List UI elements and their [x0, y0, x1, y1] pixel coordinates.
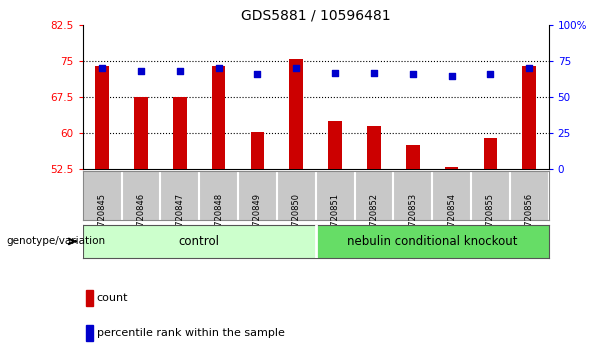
Point — [175, 68, 185, 74]
Bar — [173, 97, 186, 169]
Text: GSM1720855: GSM1720855 — [486, 193, 495, 249]
Bar — [212, 66, 226, 169]
Text: GSM1720846: GSM1720846 — [137, 193, 145, 249]
Bar — [289, 59, 303, 169]
Text: GSM1720852: GSM1720852 — [370, 193, 378, 249]
Text: GSM1720856: GSM1720856 — [525, 193, 534, 249]
Bar — [484, 138, 497, 169]
Point — [97, 65, 107, 71]
Bar — [86, 290, 93, 306]
Point — [369, 70, 379, 76]
Bar — [406, 145, 419, 169]
Bar — [522, 66, 536, 169]
Text: GSM1720848: GSM1720848 — [214, 193, 223, 249]
Text: GSM1720847: GSM1720847 — [175, 193, 185, 249]
Point — [330, 70, 340, 76]
Point — [408, 71, 417, 77]
Point — [136, 68, 146, 74]
Text: percentile rank within the sample: percentile rank within the sample — [97, 328, 284, 338]
Point — [214, 65, 224, 71]
Text: genotype/variation: genotype/variation — [6, 236, 105, 246]
Text: nebulin conditional knockout: nebulin conditional knockout — [347, 235, 517, 248]
Text: control: control — [179, 235, 219, 248]
Text: GSM1720850: GSM1720850 — [292, 193, 301, 249]
Title: GDS5881 / 10596481: GDS5881 / 10596481 — [241, 9, 390, 23]
Point — [253, 71, 262, 77]
Bar — [316, 225, 549, 258]
Bar — [134, 97, 148, 169]
Bar — [96, 66, 109, 169]
Point — [524, 65, 534, 71]
Bar — [251, 131, 264, 169]
Bar — [329, 121, 342, 169]
Bar — [445, 167, 459, 169]
Text: GSM1720854: GSM1720854 — [447, 193, 456, 249]
Point — [291, 65, 301, 71]
Point — [447, 73, 457, 78]
Text: GSM1720849: GSM1720849 — [253, 193, 262, 249]
Point — [485, 71, 495, 77]
Text: count: count — [97, 293, 128, 303]
Text: GSM1720851: GSM1720851 — [330, 193, 340, 249]
Text: GSM1720853: GSM1720853 — [408, 193, 417, 249]
Bar — [86, 325, 93, 341]
Bar — [367, 126, 381, 169]
Bar — [83, 225, 316, 258]
Text: GSM1720845: GSM1720845 — [97, 193, 107, 249]
